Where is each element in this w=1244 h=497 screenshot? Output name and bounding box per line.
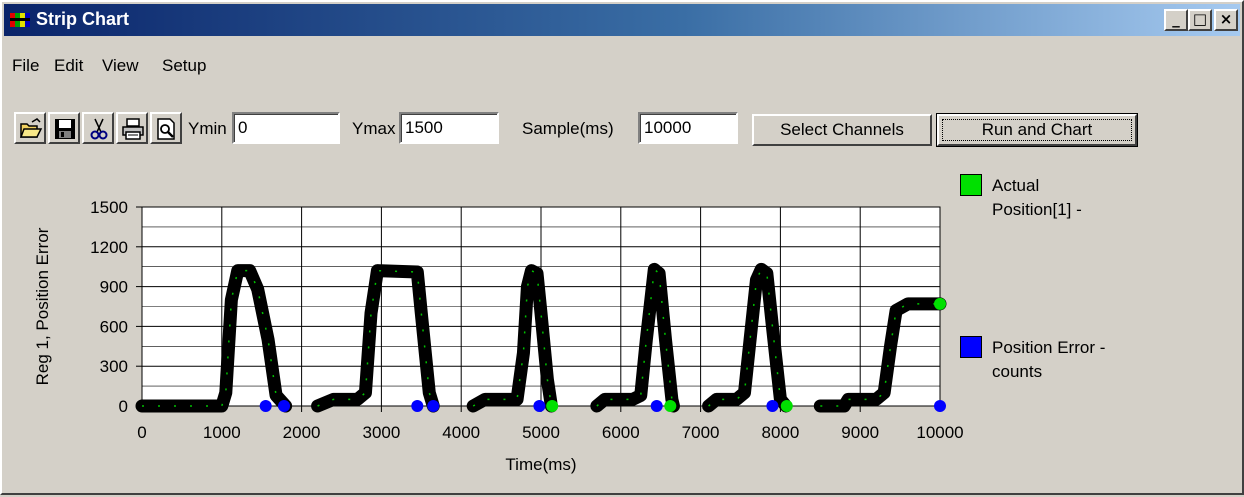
legend-label-position-error: Position Error - counts: [992, 336, 1105, 384]
y-tick-label: 300: [100, 357, 128, 376]
print-preview-button[interactable]: [150, 112, 182, 144]
menu-setup[interactable]: Setup: [162, 56, 207, 75]
position-error-point: [278, 400, 291, 412]
y-tick-label: 1200: [90, 238, 128, 257]
select-channels-button[interactable]: Select Channels: [752, 114, 932, 146]
menu-edit[interactable]: Edit: [54, 56, 84, 75]
actual-position-point: [780, 400, 793, 412]
print-button[interactable]: [116, 112, 148, 144]
x-tick-label: 4000: [442, 423, 480, 442]
ymax-input[interactable]: 1500: [399, 112, 499, 144]
actual-position-point: [546, 400, 559, 412]
x-tick-label: 3000: [362, 423, 400, 442]
sample-label: Sample(ms): [522, 119, 614, 138]
x-tick-label: 0: [137, 423, 146, 442]
position-error-point: [427, 400, 440, 412]
print-icon: [122, 118, 144, 140]
legend-error-line1: Position Error -: [992, 338, 1106, 357]
actual-position-trace: [590, 262, 680, 413]
x-tick-label: 2000: [283, 423, 321, 442]
save-disk-icon: [55, 119, 75, 139]
open-folder-icon: [19, 118, 43, 138]
maximize-icon: □: [1192, 10, 1208, 28]
cut-scissors-icon: [90, 118, 108, 140]
run-and-chart-label: Run and Chart: [981, 120, 1093, 139]
y-tick-label: 600: [100, 317, 128, 336]
minimize-button[interactable]: _: [1164, 9, 1188, 31]
title-bar[interactable]: Strip Chart _ □ ×: [4, 4, 1240, 36]
y-tick-label: 900: [100, 278, 128, 297]
ymin-input[interactable]: 0: [232, 112, 340, 144]
ymax-label: Ymax: [352, 119, 396, 138]
maximize-button[interactable]: □: [1188, 9, 1212, 31]
print-preview-icon: [157, 118, 175, 140]
ymin-label: Ymin: [188, 119, 227, 138]
app-icon: [10, 13, 30, 27]
legend-error-line2: counts: [992, 362, 1043, 381]
legend-label-actual-position: Actual Position[1] -: [992, 174, 1082, 222]
open-button[interactable]: [14, 112, 46, 144]
legend-swatch-actual-position: [960, 174, 982, 196]
legend-actual-line2: Position[1] -: [992, 200, 1082, 219]
cut-button[interactable]: [82, 112, 114, 144]
actual-position-trace: [702, 262, 793, 413]
actual-position-trace: [311, 264, 440, 413]
actual-position-trace: [813, 297, 947, 413]
actual-position-point: [934, 297, 946, 310]
x-tick-label: 7000: [682, 423, 720, 442]
window-title: Strip Chart: [36, 9, 130, 29]
position-error-point: [259, 400, 272, 412]
position-error-point: [650, 400, 663, 412]
close-icon: ×: [1219, 10, 1233, 28]
actual-position-trace: [135, 264, 293, 413]
run-and-chart-button[interactable]: Run and Chart: [936, 113, 1138, 147]
close-button[interactable]: ×: [1214, 9, 1238, 31]
position-error-point: [533, 400, 546, 412]
x-tick-label: 1000: [203, 423, 241, 442]
x-tick-label: 9000: [841, 423, 879, 442]
position-error-point: [766, 400, 779, 412]
legend-actual-line1: Actual: [992, 176, 1040, 195]
legend-swatch-position-error: [960, 336, 982, 358]
actual-position-point: [664, 400, 677, 412]
x-tick-label: 8000: [761, 423, 799, 442]
menu-view[interactable]: View: [102, 56, 139, 75]
actual-position-trace: [466, 264, 558, 413]
x-tick-label: 6000: [602, 423, 640, 442]
position-error-point: [934, 400, 946, 412]
y-axis-label: Reg 1, Position Error: [33, 227, 52, 385]
x-tick-label: 5000: [522, 423, 560, 442]
x-tick-label: 10000: [916, 423, 963, 442]
y-tick-label: 0: [119, 397, 128, 416]
x-axis-label: Time(ms): [505, 455, 576, 474]
save-button[interactable]: [48, 112, 80, 144]
position-error-point: [411, 400, 424, 412]
menu-file[interactable]: File: [12, 56, 40, 75]
minimize-icon: _: [1172, 10, 1180, 28]
focus-rect: [942, 119, 1132, 141]
y-tick-label: 1500: [90, 198, 128, 217]
sample-input[interactable]: 10000: [638, 112, 738, 144]
